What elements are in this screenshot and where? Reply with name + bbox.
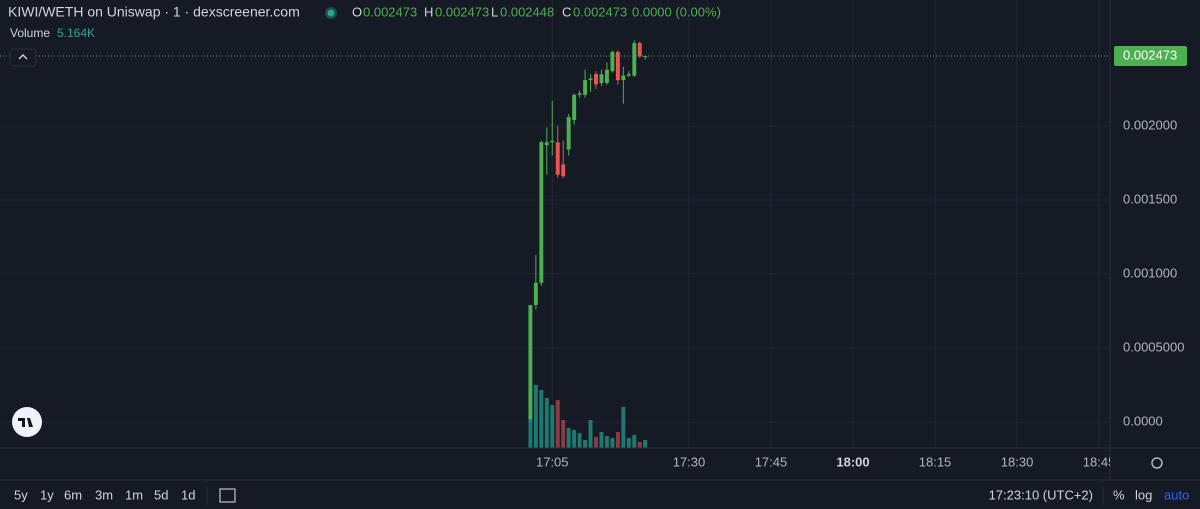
ohlc-label: C bbox=[562, 4, 571, 19]
auto-toggle[interactable]: auto bbox=[1164, 487, 1189, 502]
last-price-label: 0.002473 bbox=[1123, 47, 1177, 62]
volume-bar bbox=[555, 399, 560, 448]
ohlc-label: O bbox=[352, 4, 362, 19]
y-tick-label: 0.001000 bbox=[1123, 265, 1177, 280]
collapse-icon bbox=[18, 54, 28, 60]
date-range-icon[interactable] bbox=[219, 488, 236, 503]
volume-bar bbox=[577, 433, 582, 448]
settings-icon[interactable] bbox=[1151, 457, 1163, 469]
plot bbox=[0, 40, 1110, 448]
volume-bar bbox=[572, 429, 577, 448]
volume-bar bbox=[594, 436, 598, 448]
ohlc-label: L bbox=[491, 4, 498, 19]
y-tick-label: 0.0005000 bbox=[1123, 339, 1184, 354]
volume-bar bbox=[621, 406, 626, 448]
range-button[interactable]: 6m bbox=[64, 487, 82, 502]
volume-bar bbox=[539, 389, 544, 448]
volume-bar bbox=[544, 397, 549, 448]
chart-title: KIWI/WETH on Uniswap · 1 · dexscreener.c… bbox=[8, 4, 300, 20]
last-price-box bbox=[1114, 45, 1187, 66]
x-tick-label: 18:30 bbox=[1001, 454, 1034, 469]
y-tick-label: 0.0000 bbox=[1123, 413, 1163, 428]
volume-bar bbox=[566, 427, 571, 448]
candle-body bbox=[588, 78, 593, 81]
x-tick-label: 18:45 bbox=[1083, 454, 1116, 469]
ohlc-label: H bbox=[424, 4, 433, 19]
candle-body bbox=[539, 142, 544, 283]
candle-body bbox=[621, 75, 626, 81]
ohlc-value: 0.002473 bbox=[363, 4, 417, 19]
collapse-button[interactable] bbox=[9, 48, 37, 67]
status-dot bbox=[327, 9, 335, 17]
volume-bar bbox=[561, 420, 566, 448]
x-tick-label: 18:00 bbox=[836, 454, 869, 469]
candle-body bbox=[572, 94, 577, 121]
candle-body bbox=[550, 140, 555, 143]
volume-bar bbox=[643, 439, 648, 448]
log-toggle[interactable]: log bbox=[1135, 487, 1152, 502]
volume-bar bbox=[588, 420, 593, 448]
toolbar: 5y 1y 6m 3m 1m 5d 1d 17:23:10 (UTC+2)% log auto bbox=[14, 487, 1189, 502]
percent-toggle[interactable]: % bbox=[1113, 487, 1125, 502]
candle-body bbox=[594, 74, 598, 85]
clock: 17:23:10 (UTC+2) bbox=[989, 487, 1093, 502]
logo bbox=[12, 407, 42, 437]
candle-body bbox=[583, 80, 588, 95]
range-button[interactable]: 5y bbox=[14, 487, 28, 502]
candle-body bbox=[566, 117, 571, 150]
candle-body bbox=[528, 305, 533, 419]
candle-body bbox=[615, 51, 620, 81]
volume-value: 5.164K bbox=[57, 26, 95, 40]
volume-bar bbox=[626, 438, 631, 448]
range-button[interactable]: 3m bbox=[95, 487, 113, 502]
y-tick-label: 0.001500 bbox=[1123, 191, 1177, 206]
candle-body bbox=[577, 93, 582, 95]
range-button[interactable]: 5d bbox=[154, 487, 168, 502]
volume-bar bbox=[615, 431, 620, 448]
candle-body bbox=[632, 43, 637, 76]
candle-body bbox=[637, 43, 642, 57]
candle-body bbox=[626, 74, 631, 76]
y-tick-label: 0.002000 bbox=[1123, 117, 1177, 132]
range-button[interactable]: 1d bbox=[181, 487, 195, 502]
candle-body bbox=[599, 74, 604, 84]
ohlc-value: 0.002473 bbox=[435, 4, 489, 19]
candle-body bbox=[610, 51, 615, 72]
x-tick-label: 17:30 bbox=[673, 454, 706, 469]
volume-bar bbox=[533, 385, 538, 448]
candle-body bbox=[561, 164, 566, 177]
x-tick-label: 18:15 bbox=[919, 454, 952, 469]
volume-label: Volume bbox=[10, 26, 50, 40]
range-button[interactable]: 1y bbox=[40, 487, 54, 502]
volume-bar bbox=[583, 440, 588, 448]
candle-body bbox=[533, 282, 538, 306]
ohlc-change: 0.0000 (0.00%) bbox=[632, 4, 721, 19]
time-axis: 17:05 17:30 17:45 18:00 18:15 18:30 18:45 bbox=[536, 454, 1116, 469]
logo-mark bbox=[18, 418, 33, 427]
ohlc-value: 0.002448 bbox=[500, 4, 554, 19]
volume-bar bbox=[604, 436, 609, 448]
volume-bar bbox=[550, 405, 555, 448]
candle-body bbox=[604, 69, 609, 84]
range-button[interactable]: 1m bbox=[125, 487, 143, 502]
ohlc-value: 0.002473 bbox=[573, 4, 627, 19]
candle-body bbox=[544, 142, 549, 146]
volume-bar bbox=[610, 438, 615, 448]
volume-bar bbox=[528, 415, 533, 448]
x-tick-label: 17:45 bbox=[755, 454, 788, 469]
volume-bar bbox=[599, 431, 604, 448]
grid bbox=[0, 0, 1110, 448]
x-tick-label: 17:05 bbox=[536, 454, 569, 469]
volume-bar bbox=[632, 434, 637, 448]
candle-body bbox=[555, 142, 560, 175]
volume-bar bbox=[637, 441, 642, 448]
